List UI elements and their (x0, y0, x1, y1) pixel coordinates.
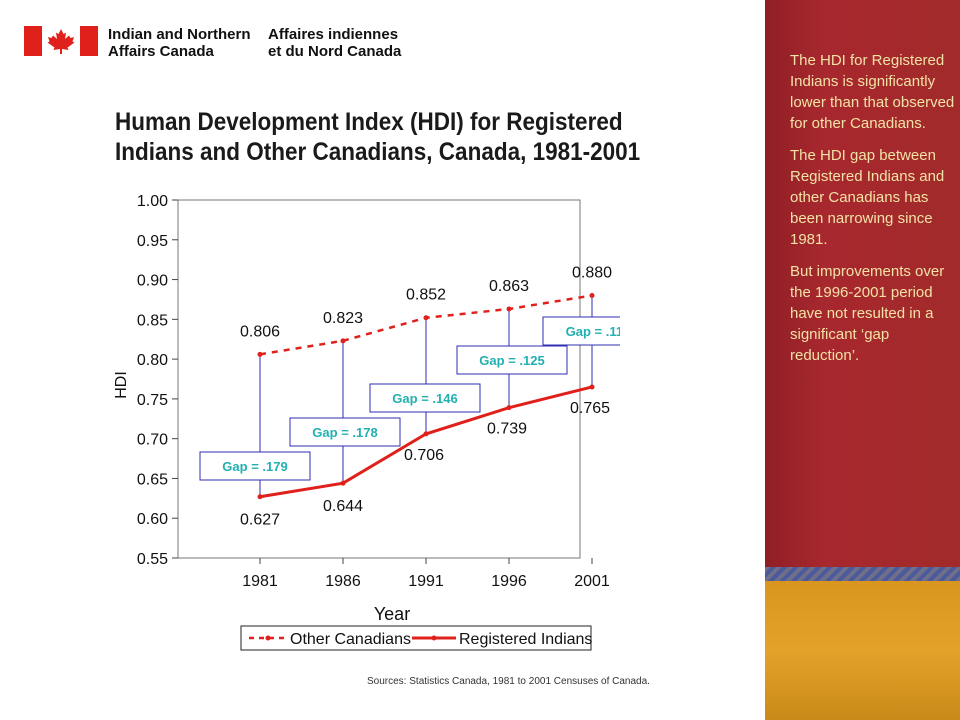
data-label: 0.706 (404, 447, 444, 464)
page-title: Human Development Index (HDI) for Regist… (115, 107, 691, 167)
sidebar-stripe (765, 567, 960, 581)
department-name-english: Indian and Northern Affairs Canada (108, 26, 251, 60)
y-tick-label: 0.60 (137, 511, 168, 528)
y-tick-label: 0.70 (137, 432, 168, 449)
gap-box (542, 316, 620, 346)
y-tick-label: 0.75 (137, 392, 168, 409)
legend-label-registered-indians: Registered Indians (459, 631, 592, 648)
dept-en-line2: Affairs Canada (108, 43, 214, 60)
gap-label: Gap = .178 (312, 425, 377, 440)
note-3: But improvements over the 1996-2001 peri… (790, 263, 945, 364)
point-registered-indians (589, 384, 595, 390)
y-tick-label: 1.00 (137, 193, 168, 210)
hdi-line-chart: 0.55 0.60 0.65 0.70 0.75 0.80 0.85 0.90 0.95 1.00… (113, 193, 620, 651)
x-tick-label: 1981 (242, 573, 278, 590)
data-label: 0.823 (323, 310, 363, 327)
dept-en-line1: Indian and Northern (108, 26, 251, 43)
dept-fr-line1: Affaires indiennes (268, 26, 399, 43)
gap-label: Gap = .146 (392, 391, 457, 406)
dept-fr-line2: et du Nord Canada (268, 43, 402, 60)
title-line-2: Indians and Other Canadians, Canada, 198… (115, 138, 641, 166)
title-line-1: Human Development Index (HDI) for Regist… (115, 108, 623, 136)
point-registered-indians (423, 431, 429, 437)
point-registered-indians (506, 405, 512, 411)
data-label: 0.644 (323, 498, 363, 515)
point-other-canadians (506, 306, 512, 312)
note-1: The HDI for Registered Indians is signif… (790, 52, 955, 132)
x-tick-label: 1996 (491, 573, 527, 590)
source-note: Sources: Statistics Canada, 1981 to 2001… (367, 676, 650, 687)
y-axis-label: HDI (113, 371, 130, 399)
data-label: 0.739 (487, 421, 527, 438)
gap-label: Gap = .179 (222, 459, 287, 474)
plot-area (177, 199, 581, 559)
x-tick-label: 1991 (408, 573, 444, 590)
department-name-french: Affaires indiennes et du Nord Canada (268, 26, 401, 60)
gap-label: Gap = .115 (566, 324, 620, 339)
legend-marker-other-canadians (265, 635, 271, 641)
gap-box (456, 345, 568, 375)
y-tick-label: 0.65 (137, 471, 168, 488)
y-tick-label: 0.55 (137, 551, 168, 568)
data-label: 0.627 (240, 512, 280, 529)
sidebar (765, 0, 960, 720)
y-tick-label: 0.80 (137, 352, 168, 369)
data-label: 0.863 (489, 278, 529, 295)
point-other-canadians (340, 338, 346, 344)
legend-label-other-canadians: Other Canadians (290, 631, 411, 648)
sidebar-panel (765, 0, 960, 567)
point-registered-indians (340, 480, 346, 486)
y-tick-label: 0.90 (137, 273, 168, 290)
gap-box (199, 451, 311, 481)
sidebar-notes: The HDI for Registered Indians is signif… (790, 50, 958, 377)
point-other-canadians (589, 292, 595, 298)
legend-marker-registered-indians (431, 635, 437, 641)
point-other-canadians (423, 315, 429, 321)
note-2: The HDI gap between Registered Indians a… (790, 147, 945, 248)
data-label: 0.806 (240, 323, 280, 340)
gap-box (289, 417, 401, 447)
canada-flag-icon (24, 26, 98, 56)
header: Indian and Northern Affairs Canada Affai… (0, 0, 765, 80)
x-tick-label: 2001 (574, 573, 610, 590)
gap-box (369, 383, 481, 413)
y-tick-label: 0.85 (137, 312, 168, 329)
data-label: 0.880 (572, 264, 612, 281)
point-other-canadians (257, 351, 263, 357)
point-registered-indians (257, 494, 263, 500)
data-label: 0.765 (570, 400, 610, 417)
y-tick-label: 0.95 (137, 233, 168, 250)
x-axis-label: Year (374, 604, 410, 624)
sidebar-gold-band (765, 581, 960, 720)
gap-label: Gap = .125 (479, 353, 544, 368)
data-label: 0.852 (406, 287, 446, 304)
x-tick-label: 1986 (325, 573, 361, 590)
